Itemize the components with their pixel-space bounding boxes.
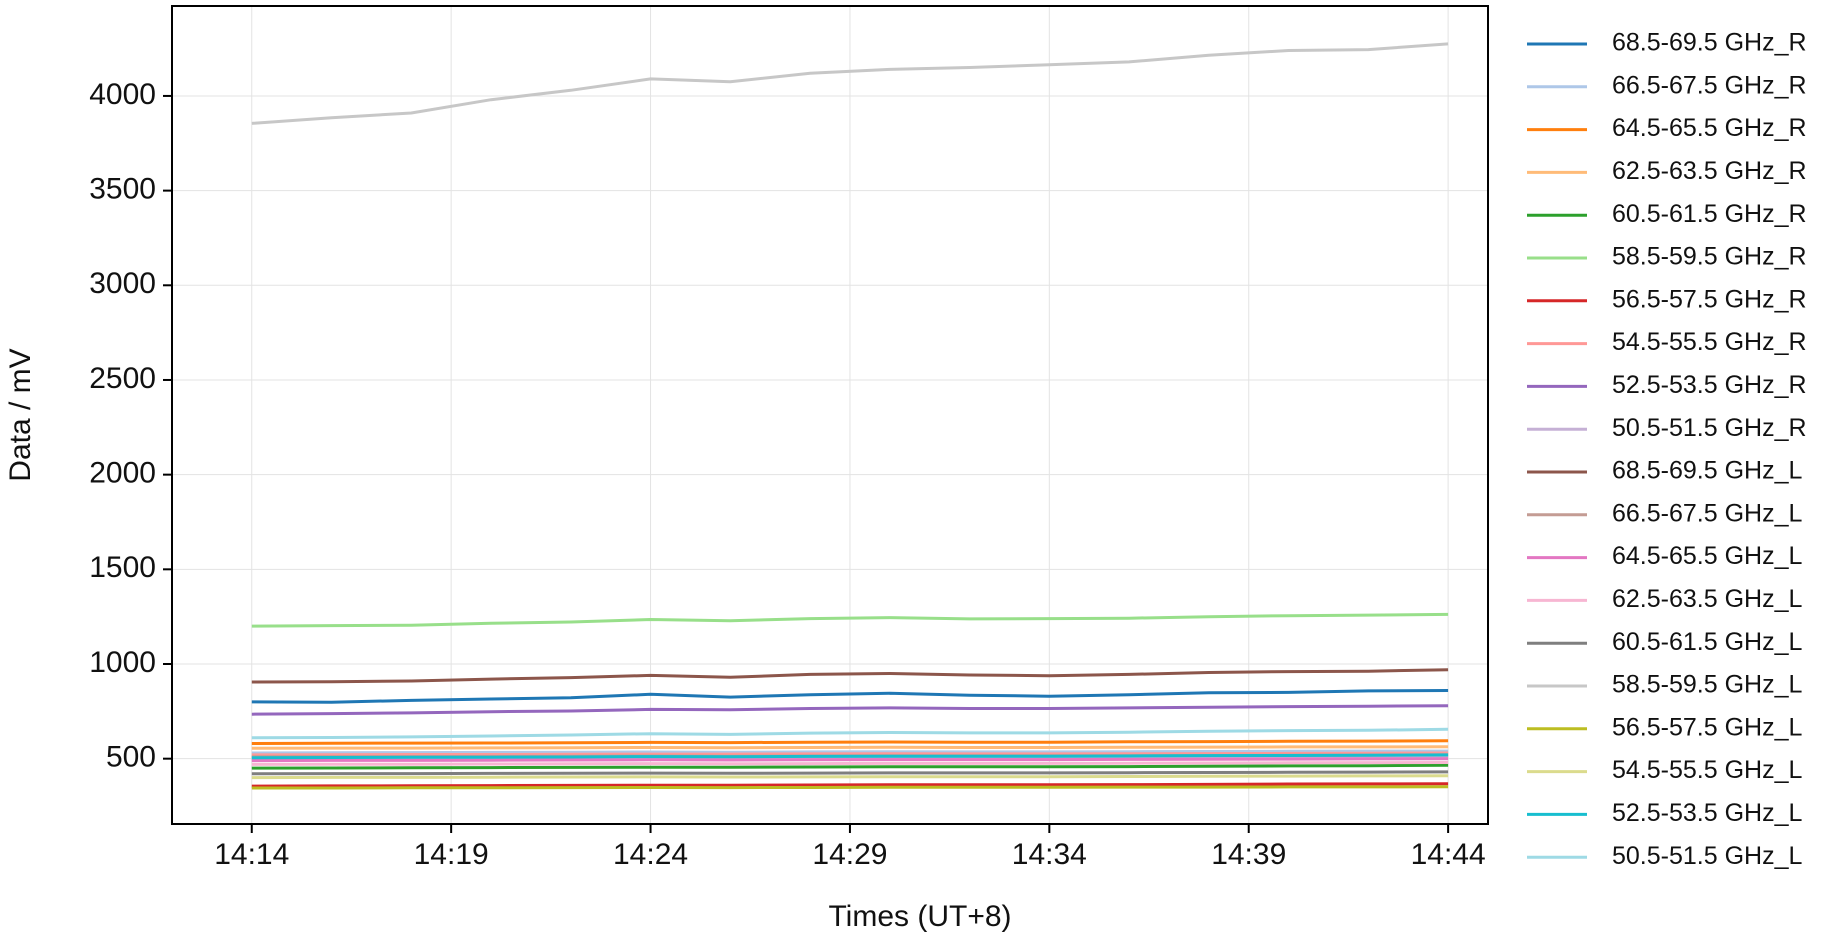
legend-label: 58.5-59.5 GHz_R [1612, 243, 1807, 271]
series-line [251, 745, 1449, 750]
legend-label: 66.5-67.5 GHz_R [1612, 71, 1807, 99]
series-line [251, 727, 1449, 740]
y-tick-label: 2500 [89, 362, 156, 395]
series-line [251, 757, 1449, 763]
legend-label: 62.5-63.5 GHz_L [1612, 585, 1802, 613]
legend-label: 62.5-63.5 GHz_R [1612, 157, 1807, 185]
y-tick-label: 3000 [89, 267, 156, 300]
series-line [251, 704, 1449, 716]
legend-label: 68.5-69.5 GHz_R [1612, 29, 1807, 57]
x-tick-label: 14:24 [613, 838, 688, 871]
legend-label: 60.5-61.5 GHz_R [1612, 200, 1807, 228]
legend-label: 68.5-69.5 GHz_L [1612, 457, 1802, 485]
y-tick-label: 1000 [89, 646, 156, 679]
legend-label: 52.5-53.5 GHz_R [1612, 371, 1807, 399]
series-line [251, 761, 1449, 766]
series-line [251, 753, 1449, 760]
series-line [251, 782, 1449, 788]
legend-label: 64.5-65.5 GHz_L [1612, 542, 1802, 570]
legend-label: 50.5-51.5 GHz_R [1612, 414, 1807, 442]
legend-label: 54.5-55.5 GHz_L [1612, 756, 1802, 784]
legend-label: 64.5-65.5 GHz_R [1612, 114, 1807, 142]
y-tick-label: 4000 [89, 78, 156, 111]
series-line [251, 749, 1449, 755]
legend-label: 58.5-59.5 GHz_L [1612, 671, 1802, 699]
legend-label: 52.5-53.5 GHz_L [1612, 799, 1802, 827]
legend-label: 50.5-51.5 GHz_L [1612, 842, 1802, 870]
x-tick-label: 14:39 [1211, 838, 1286, 871]
y-axis-label: Data / mV [4, 348, 37, 481]
y-tick-label: 2000 [89, 457, 156, 490]
series-line [251, 739, 1449, 745]
x-axis-label: Times (UT+8) [828, 900, 1011, 933]
y-tick-label: 3500 [89, 173, 156, 206]
plot-frame [171, 5, 1489, 825]
series-line [251, 774, 1449, 780]
series-line [251, 42, 1449, 125]
x-tick-label: 14:44 [1411, 838, 1486, 871]
series-line [251, 689, 1449, 704]
legend-label: 54.5-55.5 GHz_R [1612, 328, 1807, 356]
x-tick-label: 14:19 [414, 838, 489, 871]
legend-label: 66.5-67.5 GHz_L [1612, 499, 1802, 527]
legend-label: 60.5-61.5 GHz_L [1612, 628, 1802, 656]
legend-label: 56.5-57.5 GHz_R [1612, 285, 1807, 313]
series-line [251, 763, 1449, 770]
x-tick-label: 14:34 [1012, 838, 1087, 871]
series-line [251, 770, 1449, 776]
series-line [251, 751, 1449, 757]
y-tick-label: 1500 [89, 551, 156, 584]
y-tick-label: 500 [106, 741, 156, 774]
series-line [251, 612, 1449, 628]
series-line [251, 785, 1449, 790]
x-tick-label: 14:14 [214, 838, 289, 871]
x-tick-label: 14:29 [812, 838, 887, 871]
series-line [251, 668, 1449, 684]
legend-label: 56.5-57.5 GHz_L [1612, 713, 1802, 741]
